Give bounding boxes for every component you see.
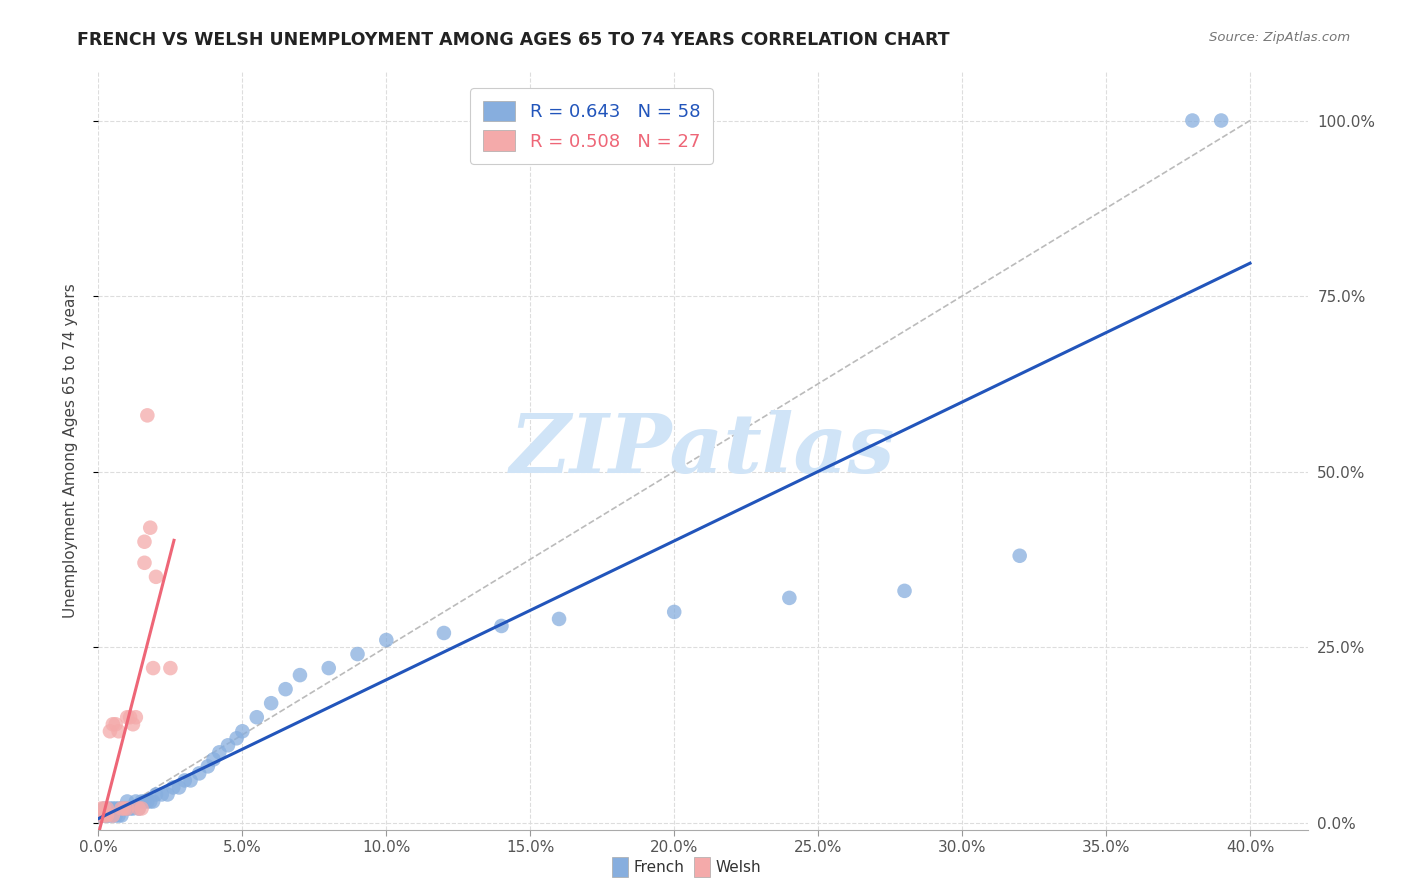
Point (96, 808, 118, 822)
Point (112, 801, 135, 815)
Point (98, 724, 121, 739)
Point (101, 808, 124, 822)
Point (173, 773, 195, 788)
Bar (695, 857, 710, 877)
Point (1008, 549, 1031, 563)
Point (375, 633, 398, 648)
Point (104, 808, 127, 822)
Point (115, 801, 138, 815)
Point (491, 619, 513, 633)
Point (96, 801, 118, 815)
Point (101, 717, 124, 731)
Text: Source: ZipAtlas.com: Source: ZipAtlas.com (1209, 31, 1350, 45)
Point (107, 801, 129, 815)
Text: FRENCH VS WELSH UNEMPLOYMENT AMONG AGES 65 TO 74 YEARS CORRELATION CHART: FRENCH VS WELSH UNEMPLOYMENT AMONG AGES … (77, 31, 950, 49)
Point (90, 808, 112, 822)
Point (104, 717, 127, 731)
Point (1181, 113, 1204, 128)
Point (139, 521, 162, 535)
Point (93, 808, 115, 822)
Point (134, 795, 156, 809)
Point (346, 647, 368, 661)
Point (96, 808, 118, 822)
Point (136, 409, 159, 423)
Point (128, 801, 150, 815)
Y-axis label: Unemployment Among Ages 65 to 74 years: Unemployment Among Ages 65 to 74 years (63, 283, 77, 618)
Point (145, 570, 167, 584)
Point (110, 801, 132, 815)
Point (122, 717, 145, 731)
Point (274, 682, 297, 697)
Point (893, 583, 915, 598)
Point (150, 788, 173, 802)
Point (188, 766, 211, 780)
Point (225, 731, 247, 746)
Point (318, 661, 340, 675)
Point (125, 795, 148, 809)
Point (107, 724, 129, 739)
Point (167, 780, 190, 795)
Point (217, 739, 239, 753)
Point (93, 808, 115, 822)
Point (139, 795, 162, 809)
Text: Welsh: Welsh (716, 860, 762, 874)
Point (246, 710, 269, 724)
Point (142, 795, 165, 809)
Point (125, 710, 148, 724)
Point (115, 801, 138, 815)
Point (180, 773, 202, 788)
Text: ZIPatlas: ZIPatlas (510, 410, 896, 491)
Point (156, 788, 179, 802)
Point (162, 780, 184, 795)
Point (1211, 113, 1233, 128)
Point (159, 661, 181, 675)
Point (131, 801, 153, 815)
Point (90, 801, 112, 815)
Point (288, 668, 311, 682)
Point (104, 801, 127, 815)
Point (145, 788, 167, 802)
Point (122, 801, 145, 815)
Point (260, 696, 283, 710)
Point (128, 801, 150, 815)
Point (110, 808, 132, 822)
Point (115, 795, 138, 809)
Point (120, 801, 142, 815)
Point (101, 801, 124, 815)
Point (131, 795, 153, 809)
Point (433, 626, 456, 640)
Point (90, 808, 112, 822)
Point (548, 612, 571, 626)
Point (142, 661, 165, 675)
Bar (612, 857, 628, 877)
Point (664, 605, 686, 619)
Point (197, 759, 219, 773)
Point (136, 795, 159, 809)
Point (112, 801, 135, 815)
Point (98, 808, 121, 822)
Point (110, 801, 132, 815)
Point (208, 745, 231, 759)
Point (231, 724, 253, 739)
Point (115, 710, 138, 724)
Point (93, 801, 115, 815)
Point (107, 808, 129, 822)
Point (93, 801, 115, 815)
Point (120, 710, 142, 724)
Point (202, 752, 225, 766)
Point (134, 556, 156, 570)
Point (98, 801, 121, 815)
Legend: R = 0.643   N = 58, R = 0.508   N = 27: R = 0.643 N = 58, R = 0.508 N = 27 (470, 88, 713, 164)
Point (134, 534, 156, 549)
Point (101, 808, 124, 822)
Point (778, 591, 800, 605)
Text: French: French (634, 860, 685, 874)
Point (96, 808, 118, 822)
Point (90, 808, 112, 822)
